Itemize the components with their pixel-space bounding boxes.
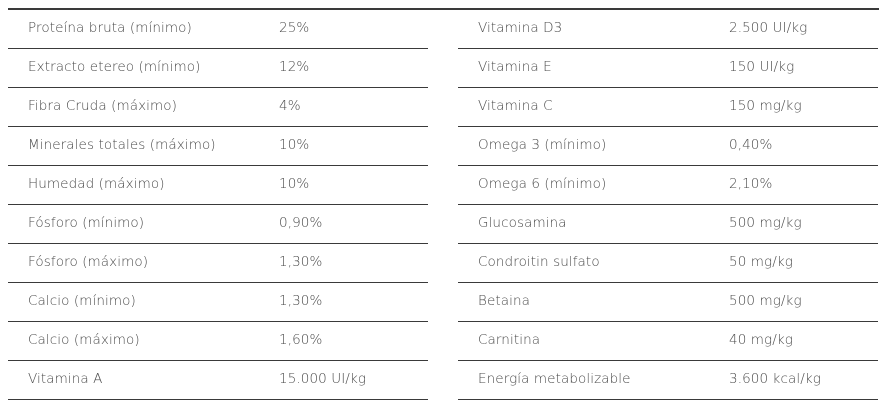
table-row: Vitamina C 150 mg/kg: [458, 88, 878, 127]
row-value: 500 mg/kg: [729, 215, 802, 231]
row-label: Carnitina: [478, 332, 541, 348]
row-label: Vitamina E: [478, 59, 552, 75]
row-value: 3.600 kcal/kg: [729, 371, 821, 387]
row-value: 150 mg/kg: [729, 98, 802, 114]
row-label: Vitamina A: [28, 371, 103, 387]
table-row: Humedad (máximo) 10%: [8, 166, 428, 205]
table-row: Carnitina 40 mg/kg: [458, 322, 878, 361]
row-value: 1,30%: [279, 254, 323, 270]
table-row: Fósforo (mínimo) 0,90%: [8, 205, 428, 244]
row-value: 10%: [279, 137, 310, 153]
table-row: Vitamina E 150 UI/kg: [458, 49, 878, 88]
row-value: 50 mg/kg: [729, 254, 793, 270]
row-label: Vitamina D3: [478, 20, 563, 36]
table-row: Betaina 500 mg/kg: [458, 283, 878, 322]
row-label: Fósforo (máximo): [28, 254, 149, 270]
table-row: Condroitin sulfato 50 mg/kg: [458, 244, 878, 283]
row-label: Condroitin sulfato: [478, 254, 600, 270]
row-value: 12%: [279, 59, 310, 75]
row-label: Omega 6 (mínimo): [478, 176, 607, 192]
row-value: 10%: [279, 176, 310, 192]
table-top-rule: [8, 8, 879, 10]
table-row: Energía metabolizable 3.600 kcal/kg: [458, 361, 878, 400]
row-label: Fibra Cruda (máximo): [28, 98, 177, 114]
row-value: 0,40%: [729, 137, 773, 153]
row-value: 2.500 UI/kg: [729, 20, 808, 36]
table-row: Glucosamina 500 mg/kg: [458, 205, 878, 244]
row-value: 15.000 UI/kg: [279, 371, 367, 387]
row-value: 1,60%: [279, 332, 323, 348]
row-label: Minerales totales (máximo): [28, 137, 216, 153]
row-value: 500 mg/kg: [729, 293, 802, 309]
row-label: Omega 3 (mínimo): [478, 137, 607, 153]
row-label: Glucosamina: [478, 215, 567, 231]
table-row: Fósforo (máximo) 1,30%: [8, 244, 428, 283]
row-value: 1,30%: [279, 293, 323, 309]
row-label: Extracto etereo (mínimo): [28, 59, 201, 75]
nutrition-table-right: Vitamina D3 2.500 UI/kg Vitamina E 150 UI/…: [458, 10, 878, 400]
row-value: 40 mg/kg: [729, 332, 793, 348]
row-value: 25%: [279, 20, 310, 36]
row-label: Calcio (máximo): [28, 332, 140, 348]
row-value: 2,10%: [729, 176, 773, 192]
table-row: Fibra Cruda (máximo) 4%: [8, 88, 428, 127]
row-label: Humedad (máximo): [28, 176, 165, 192]
table-row: Omega 6 (mínimo) 2,10%: [458, 166, 878, 205]
row-label: Calcio (mínimo): [28, 293, 136, 309]
nutrition-table-left: Proteína bruta (mínimo) 25% Extracto eter…: [8, 10, 428, 400]
table-row: Vitamina D3 2.500 UI/kg: [458, 10, 878, 49]
table-row: Omega 3 (mínimo) 0,40%: [458, 127, 878, 166]
row-value: 150 UI/kg: [729, 59, 795, 75]
table-row: Minerales totales (máximo) 10%: [8, 127, 428, 166]
table-row: Proteína bruta (mínimo) 25%: [8, 10, 428, 49]
row-value: 4%: [279, 98, 301, 114]
row-value: 0,90%: [279, 215, 323, 231]
table-row: Calcio (mínimo) 1,30%: [8, 283, 428, 322]
table-row: Vitamina A 15.000 UI/kg: [8, 361, 428, 400]
row-label: Energía metabolizable: [478, 371, 631, 387]
row-label: Proteína bruta (mínimo): [28, 20, 192, 36]
table-row: Extracto etereo (mínimo) 12%: [8, 49, 428, 88]
row-label: Fósforo (mínimo): [28, 215, 145, 231]
table-row: Calcio (máximo) 1,60%: [8, 322, 428, 361]
row-label: Betaina: [478, 293, 530, 309]
row-label: Vitamina C: [478, 98, 553, 114]
